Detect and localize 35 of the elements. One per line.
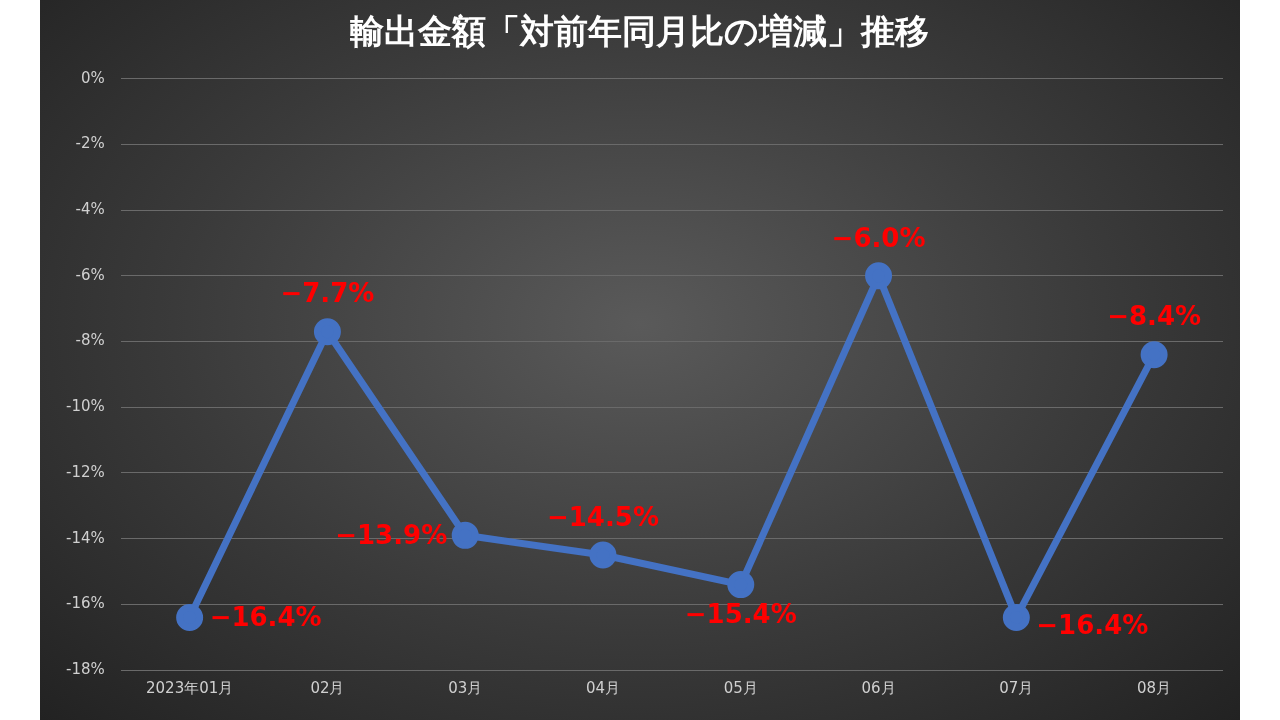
data-label: −6.0% bbox=[831, 222, 926, 253]
y-tick-label: -10% bbox=[65, 397, 105, 416]
data-label: −16.4% bbox=[1036, 610, 1149, 641]
y-tick-label: -2% bbox=[75, 134, 105, 153]
data-label: −15.4% bbox=[684, 599, 797, 630]
y-tick-label: -12% bbox=[65, 462, 105, 481]
y-tick-label: -4% bbox=[75, 200, 105, 219]
data-label: −8.4% bbox=[1107, 301, 1202, 332]
data-label: −16.4% bbox=[209, 602, 322, 633]
data-label: −7.7% bbox=[280, 278, 375, 309]
point bbox=[727, 571, 755, 599]
y-tick-label: 0% bbox=[80, 68, 105, 87]
y-tick-label: -16% bbox=[65, 594, 105, 613]
point bbox=[865, 262, 893, 290]
x-tick-label: 02月 bbox=[310, 678, 345, 697]
y-tick-label: -8% bbox=[75, 331, 105, 350]
point bbox=[1140, 341, 1168, 369]
point bbox=[313, 318, 341, 346]
x-tick-label: 05月 bbox=[723, 678, 758, 697]
point bbox=[1002, 603, 1030, 631]
chart-title: 輸出金額「対前年同月比の増減」推移 bbox=[348, 11, 929, 52]
point bbox=[589, 541, 617, 569]
y-tick-label: -18% bbox=[65, 659, 105, 678]
point bbox=[176, 603, 204, 631]
x-tick-label: 06月 bbox=[861, 678, 896, 697]
data-label: −14.5% bbox=[546, 501, 659, 532]
x-tick-label: 08月 bbox=[1137, 678, 1172, 697]
x-tick-label: 2023年01月 bbox=[146, 678, 234, 697]
data-label: −13.9% bbox=[335, 520, 448, 551]
point bbox=[451, 521, 479, 549]
y-tick-label: -6% bbox=[75, 265, 105, 284]
x-tick-label: 03月 bbox=[448, 678, 483, 697]
x-tick-label: 07月 bbox=[999, 678, 1034, 697]
y-tick-label: -14% bbox=[65, 528, 105, 547]
x-tick-label: 04月 bbox=[585, 678, 621, 697]
